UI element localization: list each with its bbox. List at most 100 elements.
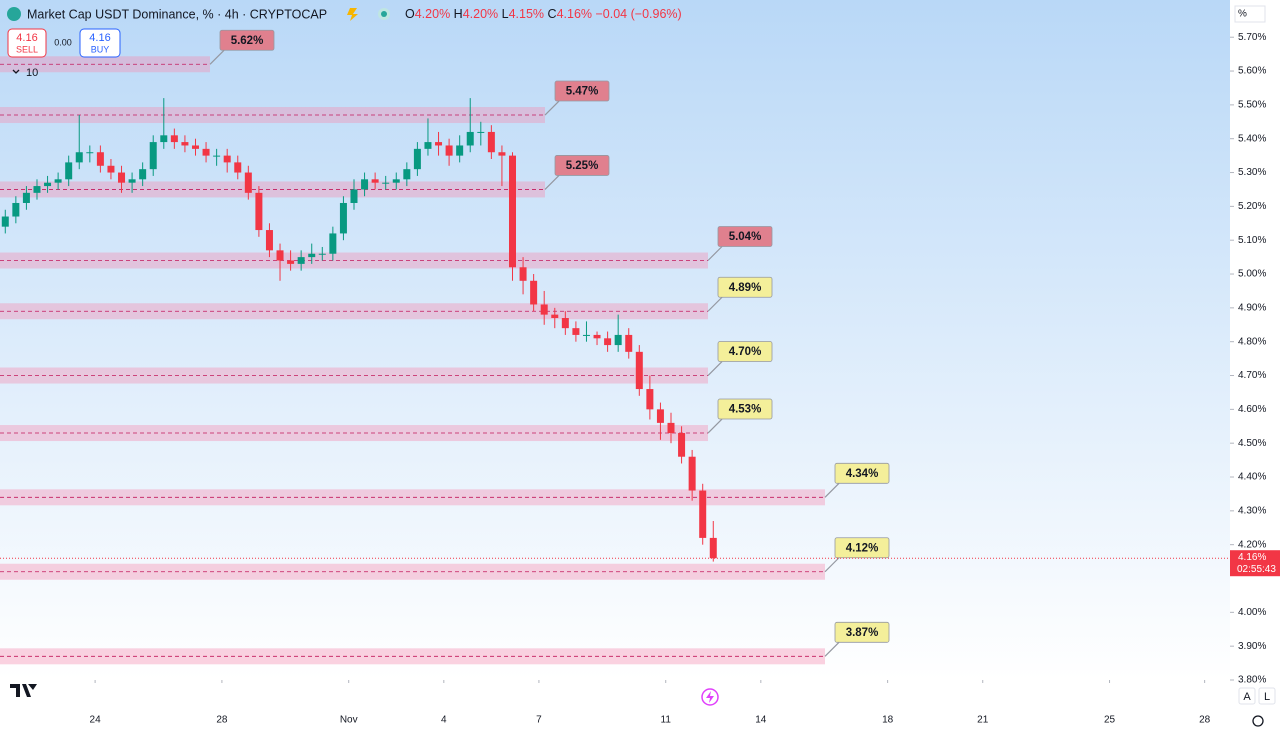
candle-body [709, 537, 717, 559]
log-label: L [1264, 691, 1270, 703]
h-label: H [454, 7, 463, 21]
symbol-icon [7, 7, 21, 21]
y-tick-label: 5.20% [1238, 201, 1266, 212]
x-tick-label: 25 [1104, 715, 1116, 726]
candle-body [540, 304, 548, 315]
level-label: 5.25% [566, 160, 599, 172]
candles [1, 98, 717, 562]
level-label-box [834, 462, 890, 484]
level-callout [209, 49, 225, 65]
x-tick-label: Nov [340, 715, 358, 726]
candle-body [477, 131, 485, 133]
collapse-icon[interactable] [12, 69, 20, 74]
time-axis [0, 680, 1230, 730]
last-price-box [1230, 550, 1280, 577]
log-button[interactable] [1258, 687, 1276, 705]
candle-body [65, 162, 73, 180]
candle-body [160, 135, 168, 143]
candle-body [244, 172, 252, 193]
candle-body [339, 202, 347, 234]
y-tick-label: 4.50% [1238, 438, 1266, 449]
candle-body [128, 179, 136, 183]
price-axis [1230, 0, 1280, 730]
candle-body [234, 162, 242, 173]
candle-body [318, 253, 326, 255]
candle-body [139, 169, 147, 180]
y-tick-label: 4.30% [1238, 505, 1266, 516]
y-tick-label: 5.70% [1238, 32, 1266, 43]
auto-label: A [1243, 691, 1251, 703]
candle-body [382, 182, 390, 184]
y-tick-label: 5.40% [1238, 133, 1266, 144]
replay-icon[interactable] [701, 688, 719, 706]
candle-body [265, 230, 273, 251]
auto-button[interactable] [1238, 687, 1256, 705]
level-label-box [834, 621, 890, 643]
candle-body [656, 409, 664, 423]
candle-body [604, 338, 612, 346]
ohlc-legend: O4.20% H4.20% L4.15% C4.16% −0.04 (−0.96… [405, 7, 682, 21]
candle-body [223, 155, 231, 163]
candle-body [181, 142, 189, 146]
candle-body [107, 165, 115, 173]
y-tick-label: 4.80% [1238, 336, 1266, 347]
level-callout [544, 100, 560, 116]
l-label: L [502, 7, 509, 21]
x-tick-label: 28 [1199, 715, 1211, 726]
sell-price: 4.16 [16, 32, 37, 44]
x-tick-label: 11 [661, 715, 672, 726]
level-band [0, 181, 545, 198]
y-tick-label: 5.00% [1238, 269, 1266, 280]
settings-icon[interactable] [1252, 715, 1264, 727]
sell-button[interactable] [7, 28, 47, 58]
buy-label: BUY [91, 44, 110, 54]
unit: % [1238, 9, 1247, 20]
unit-box [1234, 5, 1266, 23]
candle-body [33, 186, 41, 193]
y-tick-label: 4.00% [1238, 607, 1266, 618]
buy-button[interactable] [79, 28, 121, 58]
o-label: O [405, 7, 415, 21]
level-callout [707, 361, 723, 376]
candle-body [96, 152, 104, 166]
l-value: 4.15% [509, 7, 544, 21]
level-callout [824, 557, 840, 573]
level-label-box [717, 226, 773, 247]
candle-body [1, 216, 9, 227]
candle-body [22, 192, 30, 203]
level-label-box [717, 398, 773, 420]
y-tick-label: 3.90% [1238, 641, 1266, 652]
level-band [0, 489, 825, 506]
level-band [0, 563, 825, 580]
candle-body [498, 152, 506, 156]
buy-price: 4.16 [89, 32, 110, 44]
status-dot [381, 11, 387, 17]
candle-body [509, 155, 516, 268]
candle-body [519, 267, 527, 281]
candle-body [403, 169, 411, 180]
candle-body [170, 135, 178, 143]
candle-body [625, 334, 633, 352]
x-tick-label: 14 [755, 715, 767, 726]
level-callout [707, 246, 723, 261]
change: −0.04 (−0.96%) [596, 7, 682, 21]
candle-body [12, 202, 20, 217]
c-label: C [548, 7, 557, 21]
candle-body [329, 233, 337, 254]
candle-body [561, 318, 569, 329]
level-label: 5.04% [729, 231, 762, 243]
candle-body [635, 351, 643, 390]
candle-body [54, 179, 62, 183]
candle-body [646, 389, 654, 410]
level-label: 5.62% [231, 35, 264, 47]
candle-body [191, 145, 199, 149]
candle-body [572, 328, 580, 335]
candle-body [424, 142, 432, 149]
candle-body [213, 155, 221, 157]
y-tick-label: 4.70% [1238, 370, 1266, 381]
chart-title: Market Cap USDT Dominance, % · 4h · CRYP… [27, 7, 327, 21]
x-tick-label: 28 [216, 715, 228, 726]
candle-body [678, 433, 686, 457]
